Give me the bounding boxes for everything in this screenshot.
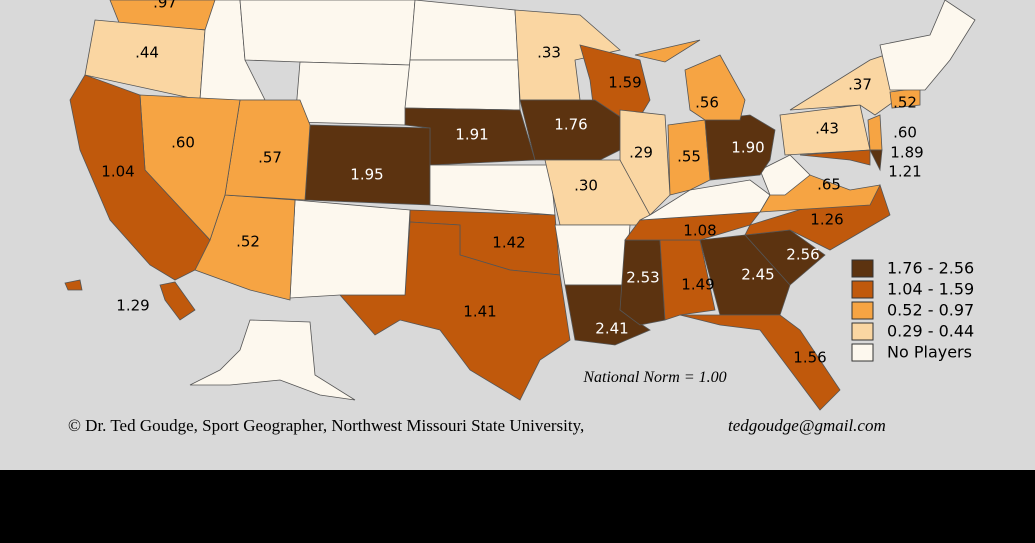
note: National Norm = 1.00: [582, 369, 726, 386]
state-label: .52: [236, 233, 260, 251]
state-label: 1.91: [455, 126, 488, 144]
state-label: .97: [153, 0, 177, 12]
state-label: 1.42: [492, 234, 525, 252]
state: [634, 39, 701, 63]
state: [294, 61, 411, 126]
state-label: 1.26: [810, 211, 843, 229]
state-label: .33: [537, 44, 561, 62]
legend-swatch: [851, 343, 874, 362]
state-label: .52: [893, 94, 917, 112]
state-label: 2.41: [595, 320, 628, 338]
state-label: 2.56: [786, 246, 819, 264]
state: [239, 0, 416, 66]
state: [554, 224, 631, 286]
legend-label: 0.29 - 0.44: [887, 322, 974, 341]
state-labels: .97 .44 1.04 .60 .57 .52 1.95 1.91 1.42 1.41 .33 1.…: [101, 0, 923, 367]
state-label: 1.56: [793, 349, 826, 367]
state-label: 2.53: [626, 269, 659, 287]
state-label: 1.59: [608, 74, 641, 92]
state: [869, 149, 883, 172]
state-label: .43: [815, 120, 839, 138]
state: [404, 59, 521, 111]
state-label: .65: [817, 176, 841, 194]
state: [189, 319, 356, 401]
state-label: 1.95: [350, 166, 383, 184]
state: [799, 149, 871, 166]
state-label: 1.21: [888, 163, 921, 181]
state-label: .60: [171, 134, 195, 152]
credit: © Dr. Ted Goudge, Sport Geographer, Nort…: [68, 416, 584, 435]
state-label: .60: [893, 124, 917, 142]
state: [679, 314, 841, 411]
legend: 1.76 - 2.56 1.04 - 1.59 0.52 - 0.97 0.29 - …: [851, 259, 974, 362]
states: [64, 0, 976, 411]
state-label: 1.49: [681, 276, 714, 294]
legend-swatch: [851, 301, 874, 320]
state: [409, 0, 519, 61]
state-label: .37: [848, 76, 872, 94]
state: [69, 74, 211, 281]
state-label: .29: [629, 144, 653, 162]
state: [159, 281, 196, 321]
state-label: .44: [135, 44, 159, 62]
state: [339, 221, 571, 401]
state: [759, 154, 811, 196]
legend-swatch: [851, 259, 874, 278]
email: tedgoudge@gmail.com: [728, 416, 886, 435]
state: [867, 114, 883, 151]
state-label: 1.41: [463, 303, 496, 321]
state: [879, 0, 976, 91]
state-label: .30: [574, 177, 598, 195]
state-label: 1.08: [683, 222, 716, 240]
legend-label: No Players: [887, 343, 972, 362]
state-label: 1.04: [101, 163, 134, 181]
legend-label: 0.52 - 0.97: [887, 301, 974, 320]
state-label: 1.29: [116, 297, 149, 315]
state-label: .55: [677, 148, 701, 166]
legend-label: 1.76 - 2.56: [887, 259, 974, 278]
state-label: .56: [695, 94, 719, 112]
state: [289, 199, 411, 299]
state: [64, 279, 83, 291]
legend-swatch: [851, 280, 874, 299]
state-label: 1.90: [731, 139, 764, 157]
state-label: 2.45: [741, 266, 774, 284]
state: [699, 234, 791, 316]
state-label: .57: [258, 149, 282, 167]
state: [704, 114, 776, 181]
legend-label: 1.04 - 1.59: [887, 280, 974, 299]
legend-swatch: [851, 322, 874, 341]
state-label: 1.76: [554, 116, 587, 134]
state: [667, 119, 711, 196]
state-label: 1.89: [890, 144, 923, 162]
state: [684, 54, 746, 121]
